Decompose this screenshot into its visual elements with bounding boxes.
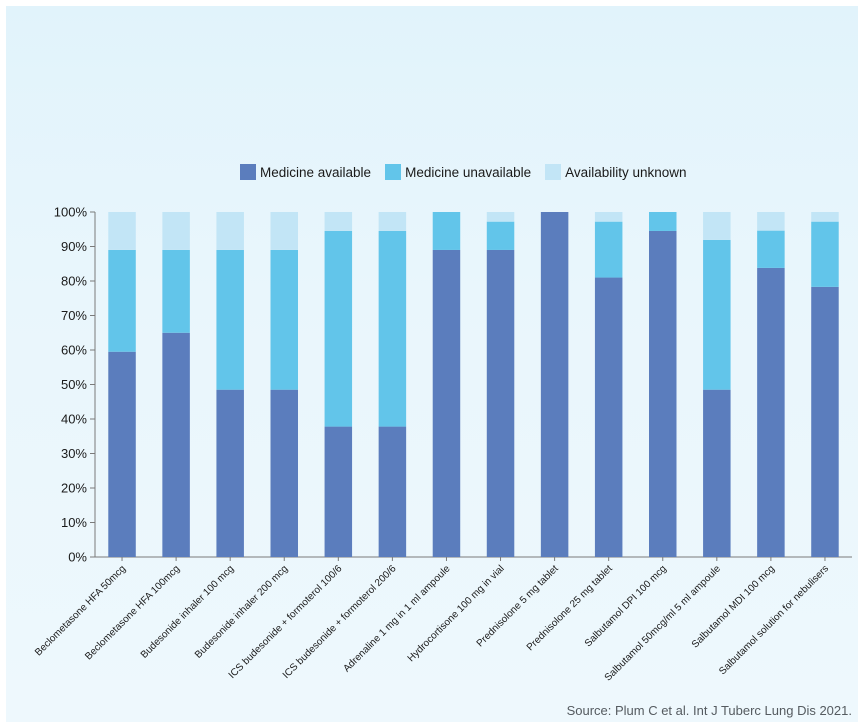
y-tick-label: 30% [61,446,87,461]
bar-segment-unknown [324,212,353,231]
bar-segment-available [594,277,623,557]
x-tick-label: ICS budesonide + formoterol 100/6 [227,563,345,681]
x-tick-label: Salbutamol solution for nebulisers [717,563,831,677]
y-tick-label: 50% [61,377,87,392]
bar-segment-unknown [378,212,407,231]
bar-segment-available [649,230,677,557]
bar-segment-unavailable [594,221,623,278]
legend-label-available: Medicine available [260,164,372,180]
x-tick-label: Beclometasone HFA 100mcg [83,563,182,662]
legend-swatch-unknown [545,164,562,180]
bar-segment-unavailable [649,212,677,231]
bar-segment-unknown [757,212,785,231]
x-tick-label: Salbutamol 50mcg/ml 5 ml ampoule [603,563,723,683]
legend-label-unavailable: Medicine unavailable [405,164,532,180]
bar-segment-available [811,286,839,557]
bar-segment-unavailable [324,230,353,427]
bar-segment-available [378,426,407,557]
bar-segment-available [540,212,569,557]
bar-segment-unavailable [270,249,298,390]
bar-segment-available [270,389,298,557]
y-tick-label: 100% [54,205,88,220]
y-tick-label: 0% [68,550,87,565]
bar-segment-unavailable [378,230,407,427]
y-tick-label: 20% [61,481,87,496]
x-tick-label: Budesonide inhaler 200 mcg [193,563,290,660]
bar-segment-unavailable [703,239,731,390]
legend-item-unknown: Availability unknown [545,164,687,180]
bar-segment-available [162,332,190,557]
bar-segment-available [432,249,461,557]
x-tick-label: Budesonide inhaler 100 mcg [139,563,236,660]
bar-segment-unavailable [162,249,190,333]
x-tick-label: Adrenaline 1 mg in 1 ml ampoule [341,563,452,674]
legend-swatch-unavailable [385,164,402,180]
y-tick-label: 70% [61,308,87,323]
y-tick-label: 60% [61,343,87,358]
legend-item-unavailable: Medicine unavailable [385,164,531,180]
bar-segment-unknown [270,212,298,250]
bar-segment-unavailable [216,249,244,390]
bar-segment-available [324,426,353,557]
legend-item-available: Medicine available [240,164,371,180]
bar-segment-unavailable [432,212,461,250]
bar-segment-unavailable [486,221,515,250]
bar-segment-unknown [108,212,136,250]
y-tick-label: 10% [61,515,87,530]
bar-segment-available [216,389,244,557]
bar-segment-unknown [216,212,244,250]
legend-label-unknown: Availability unknown [565,164,687,180]
y-tick-label: 80% [61,274,87,289]
bar-segment-unknown [811,212,839,222]
bar-segment-unknown [594,212,623,222]
bar-segment-available [703,389,731,557]
bar-segment-available [108,351,136,557]
bar-segment-available [486,249,515,557]
bar-segment-unknown [703,212,731,240]
source-note: Source: Plum C et al. Int J Tuberc Lung … [566,703,852,718]
legend-swatch-available [240,164,256,180]
bar-segment-available [757,267,785,557]
bar-segment-unknown [162,212,190,250]
legend: Medicine available Medicine unavailable … [240,164,687,180]
bar-segment-unknown [486,212,515,222]
x-tick-label: Hydrocortisone 100 mg in vial [406,563,507,664]
x-tick-label: ICS budesonide + formoterol 200/6 [281,563,399,681]
bar-segment-unavailable [811,221,839,287]
bar-segment-unavailable [757,230,785,268]
bar-segment-unavailable [108,249,136,352]
y-tick-label: 40% [61,412,87,427]
y-tick-label: 90% [61,239,87,254]
x-tick-label: Beclometasone HFA 50mcg [33,563,128,658]
